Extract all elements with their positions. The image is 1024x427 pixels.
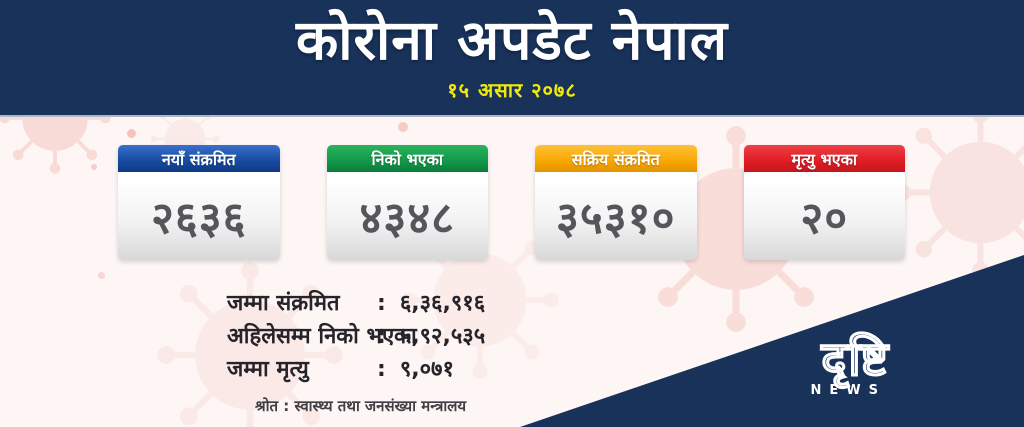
summary-value: ५,९२,५३५ [399,324,486,349]
drishti-news-logo: दृष्टि NEWS [810,332,890,398]
summary-value: ९,०७१ [399,357,454,382]
source-note: श्रोत : स्वास्थ्य तथा जनसंख्या मन्त्रालय [255,397,467,415]
virus-dot [98,272,105,279]
stat-card-header: सक्रिय संक्रमित [535,145,697,172]
date-label: १५ असार २०७८ [447,77,577,102]
summary-label: अहिलेसम्म निको भएका [227,324,417,349]
summary-block: जम्मा संक्रमित : ६,३६,९१६ अहिलेसम्म निको… [227,287,485,416]
summary-label: जम्मा संक्रमित [227,291,340,316]
stat-card-value: ३५३१० [535,172,697,260]
virus-dot [127,129,136,138]
summary-separator: : [377,324,386,349]
stats-row: नयाँ संक्रमित २६३६ निको भएका ४३४८ सक्रिय… [118,145,905,260]
virus-dot [398,122,408,132]
summary-separator: : [377,357,386,382]
virus-dot [91,164,97,170]
virus-icon [888,100,1024,285]
stat-card-value: ४३४८ [326,172,488,260]
stat-card-deaths: मृत्यु भएका २० [743,145,905,260]
stat-card-header: निको भएका [326,145,488,172]
stat-card-new-infected: नयाँ संक्रमित २६३६ [118,145,280,260]
stat-card-header: नयाँ संक्रमित [118,145,280,172]
logo-text: दृष्टि [821,332,890,387]
page-title: कोरोना अपडेट नेपाल [296,8,728,72]
stat-card-header: मृत्यु भएका [743,145,905,172]
summary-row-total-recovered: अहिलेसम्म निको भएका : ५,९२,५३५ [227,320,485,353]
stat-card-value: २० [743,172,905,260]
stat-card-value: २६३६ [118,172,280,260]
logo-subtext: NEWS [810,382,886,398]
corner-triangle [520,255,1024,427]
stat-card-recovered: निको भएका ४३४८ [326,145,488,260]
summary-row-total-infected: जम्मा संक्रमित : ६,३६,९१६ [227,287,485,320]
summary-label: जम्मा मृत्यु [227,357,309,382]
summary-value: ६,३६,९१६ [399,291,486,316]
summary-row-total-deaths: जम्मा मृत्यु : ९,०७१ [227,353,485,386]
stat-card-active: सक्रिय संक्रमित ३५३१० [535,145,697,260]
header-banner: कोरोना अपडेट नेपाल १५ असार २०७८ [0,0,1024,117]
summary-separator: : [377,291,386,316]
